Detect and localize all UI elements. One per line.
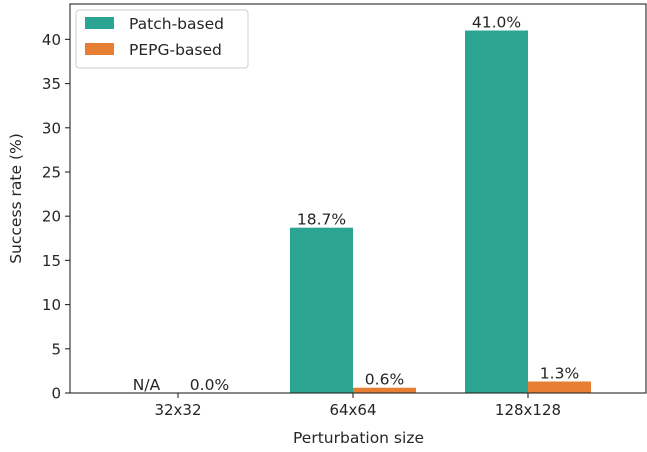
legend: Patch-based PEPG-based xyxy=(75,9,249,69)
legend-box xyxy=(75,9,249,69)
legend-swatch-patch-based xyxy=(85,17,114,29)
y-tick-label: 35 xyxy=(42,75,61,93)
y-tick-label: 5 xyxy=(51,340,61,358)
bar-patch-based-128x128 xyxy=(465,30,528,393)
x-tick-label-128x128: 128x128 xyxy=(495,401,561,419)
data-label-patch-based-128x128: 41.0% xyxy=(472,14,521,32)
y-axis-title: Success rate (%) xyxy=(7,133,25,264)
bars-layer xyxy=(290,30,591,393)
y-axis: 0 5 10 15 20 25 30 35 40 xyxy=(42,31,70,403)
legend-swatch-pepg-based xyxy=(85,43,114,55)
y-tick-label: 15 xyxy=(42,252,61,270)
data-label-patch-based-32x32: N/A xyxy=(133,376,161,394)
bar-pepg-based-64x64 xyxy=(353,387,416,393)
data-label-pepg-based-64x64: 0.6% xyxy=(365,371,404,389)
legend-label-pepg-based: PEPG-based xyxy=(129,41,222,59)
y-tick-label: 30 xyxy=(42,119,61,137)
x-tick-label-64x64: 64x64 xyxy=(329,401,376,419)
plot-frame xyxy=(69,3,647,394)
data-label-pepg-based-32x32: 0.0% xyxy=(190,376,229,394)
bar-patch-based-64x64 xyxy=(290,227,353,393)
x-axis: 32x32 64x64 128x128 xyxy=(154,393,561,419)
bar-pepg-based-128x128 xyxy=(528,381,591,393)
y-tick-label: 20 xyxy=(42,208,61,226)
y-tick-label: 10 xyxy=(42,296,61,314)
legend-label-patch-based: Patch-based xyxy=(129,15,224,33)
y-tick-label: 0 xyxy=(51,385,61,403)
data-label-pepg-based-128x128: 1.3% xyxy=(540,365,579,383)
y-tick-label: 40 xyxy=(42,31,61,49)
x-axis-title: Perturbation size xyxy=(293,429,424,447)
y-tick-label: 25 xyxy=(42,163,61,181)
data-label-patch-based-64x64: 18.7% xyxy=(297,211,346,229)
x-tick-label-32x32: 32x32 xyxy=(154,401,201,419)
data-labels-layer: N/A 18.7% 41.0% 0.0% 0.6% 1.3% xyxy=(133,14,579,394)
